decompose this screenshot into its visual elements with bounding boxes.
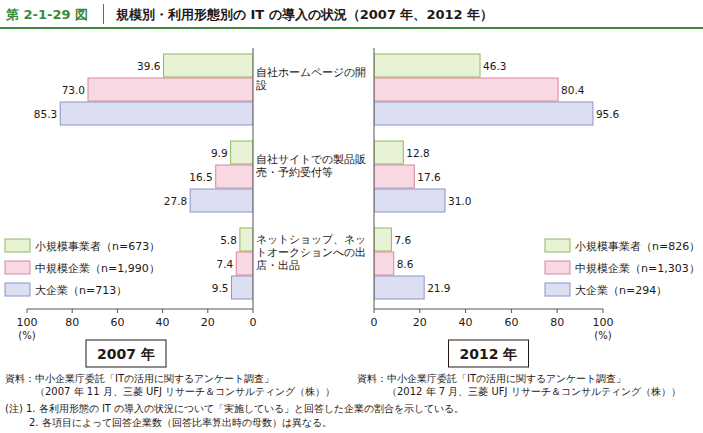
chart-0: 39.6 9.9 5.8 73.0 16.5 7.4 85.3 27.8 9.5 100 80 60 4… <box>5 48 257 367</box>
category-label: 自社サイトでの製品販売・予約受付等 <box>256 137 374 194</box>
chart-title: 2007 年 <box>97 346 155 362</box>
chart-canvas: 39.69.95.873.016.57.485.327.89.510080604… <box>0 0 703 433</box>
title-box <box>449 340 529 367</box>
source-note: 資料：中小企業庁委託「ITの活用に関するアンケート調査」 <box>357 372 626 386</box>
axis-label: (%) <box>18 330 35 341</box>
bar <box>236 252 253 275</box>
figure-title: 規模別・利用形態別の IT の導入の状況（2007 年、2012 年） <box>116 6 493 24</box>
tick-label: 60 <box>504 316 518 329</box>
data-label: 5.8 <box>220 234 237 246</box>
tick-label: 80 <box>550 316 564 329</box>
x-axis <box>374 309 603 310</box>
legend-label: 中規模企業（n=1,990） <box>35 262 160 275</box>
bar <box>88 78 253 101</box>
baseline <box>374 48 375 309</box>
tick-label: 40 <box>459 316 473 329</box>
data-label: 8.6 <box>397 258 414 270</box>
category-label: ネットショップ、ネットオークションへの出店・出品 <box>256 224 374 281</box>
axis-label: (%) <box>594 330 611 341</box>
source-note: 資料：中小企業庁委託「ITの活用に関するアンケート調査」 <box>5 372 274 386</box>
data-label: 7.6 <box>394 234 411 246</box>
bar <box>231 141 253 164</box>
data-label: 46.3 <box>483 60 506 72</box>
legend-swatch <box>5 261 30 274</box>
data-label: 80.4 <box>561 84 585 96</box>
bar <box>374 54 480 77</box>
tick-label: 60 <box>110 316 124 329</box>
data-label: 31.0 <box>448 195 471 207</box>
bar <box>374 165 414 188</box>
data-label: 95.6 <box>596 108 620 120</box>
legend-label: 大企業（n=294） <box>575 284 667 297</box>
data-label: 85.3 <box>34 108 57 120</box>
tick-label: 80 <box>65 316 79 329</box>
bar <box>216 165 253 188</box>
tick <box>511 309 512 313</box>
source-note: （2012 年 7 月、三菱 UFJ リサーチ＆コンサルティング（株）） <box>387 385 681 399</box>
tick <box>374 309 375 313</box>
header-rule <box>0 27 703 29</box>
data-label: 73.0 <box>62 84 85 96</box>
tick <box>72 309 73 313</box>
data-label: 39.6 <box>137 60 161 72</box>
bar <box>374 228 391 251</box>
baseline <box>253 48 254 309</box>
tick-label: 20 <box>413 316 427 329</box>
legend-swatch <box>545 239 570 252</box>
bar <box>190 189 253 212</box>
tick-label: 100 <box>593 316 614 329</box>
source-note: （2007 年 11 月、三菱 UFJ リサーチ＆コンサルティング（株）） <box>35 385 335 399</box>
legend-label: 大企業（n=713） <box>35 284 127 297</box>
legend-swatch <box>545 283 570 296</box>
legend-label: 小規模事業者（n=826） <box>575 240 700 253</box>
data-label: 17.6 <box>417 171 441 183</box>
bar <box>240 228 253 251</box>
tick <box>162 309 163 313</box>
legend-swatch <box>545 261 570 274</box>
data-label: 9.9 <box>211 147 228 159</box>
tick <box>253 309 254 313</box>
data-label: 21.9 <box>427 282 450 294</box>
legend-label: 小規模事業者（n=673） <box>35 240 160 253</box>
tick <box>603 309 604 313</box>
title-box <box>86 340 166 367</box>
tick-label: 0 <box>250 316 257 329</box>
bar <box>374 141 403 164</box>
figure-number: 第 2-1-29 図 <box>6 6 88 24</box>
tick <box>557 309 558 313</box>
bar <box>164 54 253 77</box>
bar <box>374 276 424 299</box>
data-label: 16.5 <box>189 171 212 183</box>
tick-label: 0 <box>371 316 378 329</box>
bar <box>374 189 445 212</box>
tick <box>117 309 118 313</box>
data-label: 9.5 <box>212 282 229 294</box>
bar <box>374 252 394 275</box>
tick <box>27 309 28 313</box>
footnote: (注) 1. 各利用形態の IT の導入の状況について「実施している」と回答した… <box>5 402 464 416</box>
bar <box>60 102 253 125</box>
category-label: 自社ホームページの開設 <box>256 50 374 107</box>
bar <box>374 78 558 101</box>
tick-label: 40 <box>156 316 170 329</box>
legend-swatch <box>5 283 30 296</box>
chart-title: 2012 年 <box>460 346 518 362</box>
data-label: 7.4 <box>217 258 234 270</box>
legend-swatch <box>5 239 30 252</box>
tick <box>419 309 420 313</box>
tick-label: 100 <box>17 316 38 329</box>
tick <box>207 309 208 313</box>
footnote: 2. 各項目によって回答企業数（回答比率算出時の母数）は異なる。 <box>29 416 332 430</box>
header-separator <box>103 4 104 24</box>
data-label: 27.8 <box>164 195 187 207</box>
data-label: 12.8 <box>406 147 429 159</box>
chart-1: 46.3 12.8 7.6 80.4 17.6 8.6 95.6 31.0 21.9 0 20 40 6… <box>371 48 701 367</box>
bars <box>374 54 593 299</box>
x-axis <box>27 309 253 310</box>
legend-label: 中規模企業（n=1,303） <box>575 262 700 275</box>
tick <box>465 309 466 313</box>
bar <box>232 276 253 299</box>
tick-label: 20 <box>201 316 215 329</box>
bar <box>374 102 593 125</box>
